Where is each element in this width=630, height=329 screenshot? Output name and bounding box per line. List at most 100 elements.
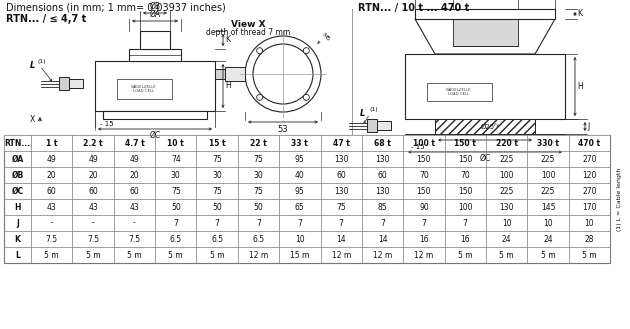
Text: H: H [577, 82, 583, 91]
Text: 7: 7 [297, 218, 302, 227]
Text: 6.5: 6.5 [253, 235, 265, 243]
Text: 43: 43 [130, 203, 139, 212]
Text: 150: 150 [458, 187, 472, 195]
Text: - 15: - 15 [100, 121, 113, 127]
Bar [377, 121, 391, 130]
Text: K: K [577, 10, 582, 18]
Text: 74: 74 [171, 155, 181, 164]
Text: 150: 150 [416, 155, 431, 164]
Text: 12 m: 12 m [415, 250, 433, 260]
Text: - 15: - 15 [411, 144, 425, 150]
Text: 4.7 t: 4.7 t [125, 139, 144, 147]
Text: 100: 100 [500, 170, 514, 180]
Text: 28: 28 [585, 235, 594, 243]
Text: 1 t: 1 t [46, 139, 57, 147]
Bar [140, 31, 170, 49]
Text: 145: 145 [541, 203, 555, 212]
Text: 49: 49 [47, 155, 57, 164]
Text: 6.5: 6.5 [211, 235, 223, 243]
Text: 33 t: 33 t [292, 139, 308, 147]
Text: 30: 30 [254, 170, 263, 180]
Text: 5 m: 5 m [500, 250, 514, 260]
Text: 7.5: 7.5 [87, 235, 99, 243]
Text: RTN... / 10 t ... 470 t: RTN... / 10 t ... 470 t [358, 3, 469, 13]
Text: Dimensions (in mm; 1 mm= 0.03937 inches): Dimensions (in mm; 1 mm= 0.03937 inches) [6, 3, 226, 13]
Text: 130: 130 [375, 187, 390, 195]
Text: -: - [50, 218, 53, 227]
Text: 130: 130 [334, 155, 348, 164]
Text: 15 m: 15 m [290, 250, 309, 260]
Text: ØA: ØA [11, 155, 24, 164]
Text: -: - [133, 218, 136, 227]
Bar [129, 49, 181, 61]
Text: 5 m: 5 m [210, 250, 224, 260]
Bar [103, 111, 207, 119]
Text: WÄGELZELLE
LOAD CELL: WÄGELZELLE LOAD CELL [446, 88, 472, 96]
Text: depth of thread 7 mm: depth of thread 7 mm [206, 28, 290, 37]
Text: 75: 75 [212, 187, 222, 195]
Text: 85: 85 [378, 203, 387, 212]
Text: 40: 40 [295, 170, 305, 180]
Circle shape [303, 94, 309, 100]
Text: 75: 75 [336, 203, 346, 212]
Text: 20: 20 [88, 170, 98, 180]
Text: 5 m: 5 m [168, 250, 183, 260]
Text: (1) L = Cable length: (1) L = Cable length [617, 167, 622, 231]
Bar [225, 67, 245, 81]
Text: M5: M5 [320, 32, 330, 42]
Text: ØB: ØB [11, 170, 24, 180]
Text: 5 m: 5 m [86, 250, 100, 260]
Text: 50: 50 [212, 203, 222, 212]
Text: 30: 30 [212, 170, 222, 180]
Text: 6.5: 6.5 [169, 235, 182, 243]
Text: K: K [14, 235, 20, 243]
Text: 75: 75 [171, 187, 181, 195]
Text: 5 m: 5 m [127, 250, 142, 260]
Text: 2.2 t: 2.2 t [83, 139, 103, 147]
Bar [405, 54, 565, 119]
Bar [427, 83, 492, 101]
Text: 60: 60 [336, 170, 346, 180]
Text: 20: 20 [130, 170, 139, 180]
Circle shape [253, 44, 313, 104]
Text: -: - [91, 218, 94, 227]
Text: 100 t: 100 t [413, 139, 435, 147]
Text: 14: 14 [378, 235, 387, 243]
Text: 5 m: 5 m [458, 250, 472, 260]
Text: 150: 150 [458, 155, 472, 164]
Text: J: J [16, 218, 19, 227]
Text: 150: 150 [416, 187, 431, 195]
Text: ØC: ØC [11, 187, 23, 195]
Bar [117, 79, 172, 99]
Bar [405, 134, 565, 140]
Text: 12 m: 12 m [373, 250, 392, 260]
Text: 60: 60 [88, 187, 98, 195]
Text: 5 m: 5 m [541, 250, 555, 260]
Text: 7: 7 [215, 218, 219, 227]
Text: 150 t: 150 t [454, 139, 476, 147]
Text: 130: 130 [500, 203, 514, 212]
Text: ØA: ØA [149, 10, 161, 19]
Text: 330 t: 330 t [537, 139, 559, 147]
Text: 49: 49 [130, 155, 139, 164]
Text: (1): (1) [369, 108, 377, 113]
Text: 225: 225 [500, 187, 514, 195]
Text: 70: 70 [461, 170, 470, 180]
Text: WÄGELZELLE
LOAD CELL: WÄGELZELLE LOAD CELL [131, 85, 157, 93]
Text: 20: 20 [47, 170, 57, 180]
Bar [435, 119, 535, 134]
Text: 24: 24 [543, 235, 553, 243]
Text: 12 m: 12 m [331, 250, 351, 260]
Bar [215, 69, 225, 79]
Text: 7: 7 [380, 218, 385, 227]
Text: View X: View X [231, 20, 265, 29]
Text: 7.5: 7.5 [45, 235, 58, 243]
Text: 75: 75 [254, 187, 263, 195]
Bar [4, 135, 610, 151]
Text: 10: 10 [295, 235, 305, 243]
Text: 16: 16 [419, 235, 428, 243]
Text: 100: 100 [541, 170, 555, 180]
Circle shape [245, 36, 321, 112]
Text: L: L [15, 250, 20, 260]
Bar [95, 61, 215, 111]
